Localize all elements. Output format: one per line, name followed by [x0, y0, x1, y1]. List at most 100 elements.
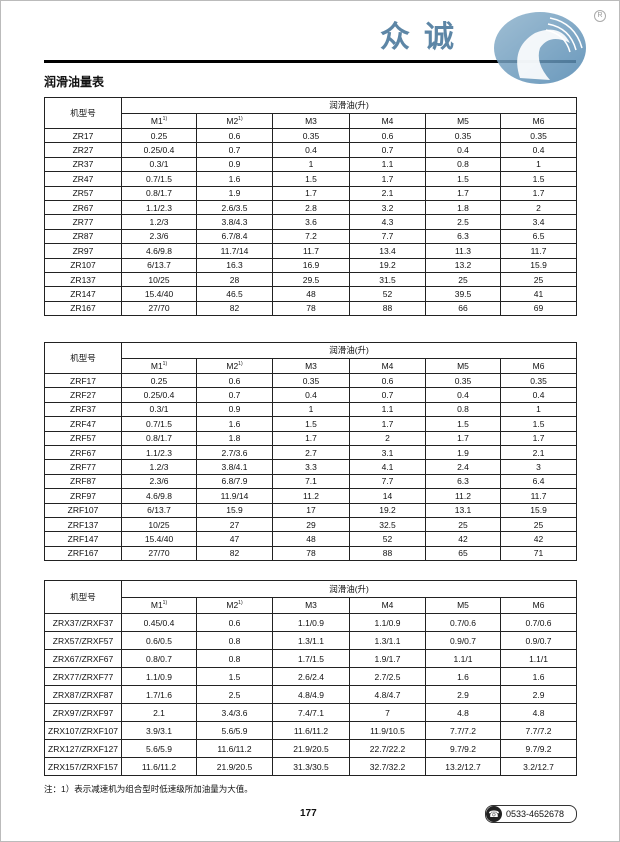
oil-volume-cell: 0.8/1.7 — [121, 430, 197, 446]
oil-volume-cell: 0.25 — [121, 372, 197, 389]
model-cell: ZRF67 — [44, 444, 122, 461]
model-cell: ZR107 — [44, 257, 122, 273]
oil-volume-cell: 82 — [196, 545, 273, 562]
oil-volume-cell: 1.1/0.9 — [121, 667, 197, 686]
oil-volume-cell: 3.1 — [349, 444, 426, 461]
table-row: ZRF57 0.8/1.7 1.8 1.7 2 1.7 1.7 — [44, 430, 578, 446]
position-label: M1 — [150, 115, 163, 126]
oil-volume-cell: 0.4 — [499, 142, 578, 158]
oil-volume-cell: 3 — [499, 459, 578, 475]
oil-volume-cell: 25 — [425, 516, 501, 533]
model-cell: ZR77 — [44, 214, 122, 230]
oil-volume-cell: 0.6 — [196, 127, 273, 144]
oil-volume-cell: 2.7/2.5 — [349, 667, 426, 686]
position-label: M5 — [457, 360, 469, 371]
table-row: ZR57 0.8/1.7 1.9 1.7 2.1 1.7 1.7 — [44, 185, 578, 201]
table-row: ZRF47 0.7/1.5 1.6 1.5 1.7 1.5 1.5 — [44, 416, 578, 432]
model-cell: ZRF77 — [44, 459, 122, 475]
table-row: ZRF17 0.25 0.6 0.35 0.6 0.35 0.35 — [44, 372, 578, 389]
oil-volume-cell: 1.6 — [425, 667, 501, 686]
oil-volume-cell: 47 — [196, 531, 273, 547]
oil-volume-cell: 48 — [272, 531, 350, 547]
oil-volume-cell: 1.9/1.7 — [349, 649, 426, 668]
oil-volume-cell: 7.7/7.2 — [499, 721, 578, 740]
model-cell: ZRF87 — [44, 473, 122, 490]
oil-volume-cell: 3.6 — [272, 214, 350, 230]
oil-volume-cell: 3.8/4.3 — [196, 214, 273, 230]
model-cell: ZR87 — [44, 228, 122, 245]
oil-volume-cell: 2.6/3.5 — [196, 199, 273, 216]
table-row: ZR167 27/70 82 78 88 66 69 — [44, 300, 578, 317]
oil-volume-cell: 16.3 — [196, 257, 273, 273]
oil-volume-cell: 0.35 — [499, 372, 578, 389]
position-header: M5 — [425, 112, 501, 129]
oil-volume-cell: 1.8 — [196, 430, 273, 446]
header-rule — [44, 60, 576, 63]
oil-volume-cell: 1.7 — [349, 416, 426, 432]
oil-volume-cell: 10/25 — [121, 516, 197, 533]
oil-volume-cell: 0.8 — [196, 649, 273, 668]
model-cell: ZRF167 — [44, 545, 122, 562]
oil-volume-cell: 78 — [272, 300, 350, 317]
model-cell: ZRF57 — [44, 430, 122, 446]
model-cell: ZRX157/ZRXF157 — [44, 757, 122, 776]
oil-volume-cell: 2.3/6 — [121, 228, 197, 245]
footnote-marker: 1) — [238, 600, 243, 607]
oil-volume-cell: 4.8 — [499, 703, 578, 722]
oil-volume-cell: 2 — [349, 430, 426, 446]
oil-volume-cell: 0.8 — [425, 401, 501, 418]
oil-volume-cell: 71 — [499, 545, 578, 562]
position-header: M21) — [196, 357, 273, 374]
oil-volume-cell: 1 — [272, 401, 350, 418]
footnote-marker: 1) — [238, 115, 243, 122]
oil-volume-cell: 15.4/40 — [121, 531, 197, 547]
oil-volume-cell: 27/70 — [121, 545, 197, 562]
oil-volume-cell: 2.9 — [425, 685, 501, 704]
oil-volume-cell: 1.1/1 — [425, 649, 501, 668]
column-group-header: 润滑油(升) — [120, 97, 578, 114]
oil-volume-cell: 88 — [349, 300, 426, 317]
table-row: ZR77 1.2/3 3.8/4.3 3.6 4.3 2.5 3.4 — [44, 214, 578, 230]
oil-volume-cell: 1.5 — [196, 667, 273, 686]
oil-volume-cell: 1.2/3 — [121, 214, 197, 230]
oil-volume-cell: 1.1 — [349, 156, 426, 173]
oil-volume-cell: 1 — [272, 156, 350, 173]
oil-volume-cell: 28 — [196, 271, 273, 288]
position-header: M6 — [499, 112, 578, 129]
table-row: ZRF37 0.3/1 0.9 1 1.1 0.8 1 — [44, 401, 578, 418]
model-cell: ZRF47 — [44, 416, 122, 432]
oil-volume-cell: 1.9 — [425, 444, 501, 461]
oil-volume-cell: 5.6/5.9 — [121, 739, 197, 758]
oil-volume-cell: 66 — [425, 300, 501, 317]
oil-volume-cell: 27/70 — [121, 300, 197, 317]
oil-volume-cell: 0.35 — [272, 127, 350, 144]
table-row: ZR67 1.1/2.3 2.6/3.5 2.8 3.2 1.8 2 — [44, 199, 578, 216]
oil-volume-cell: 16.9 — [272, 257, 350, 273]
oil-volume-cell: 6.8/7.9 — [196, 473, 273, 490]
oil-volume-cell: 5.6/5.9 — [196, 721, 273, 740]
oil-volume-cell: 3.2/12.7 — [499, 757, 578, 776]
column-group-header: 润滑油(升) — [120, 580, 578, 598]
oil-volume-cell: 15.9 — [196, 502, 273, 518]
oil-volume-cell: 1 — [499, 401, 578, 418]
oil-volume-cell: 3.3 — [272, 459, 350, 475]
phone-number: 0533-4652678 — [506, 809, 565, 819]
position-label: M6 — [532, 600, 545, 611]
oil-volume-cell: 2.5 — [196, 685, 273, 704]
table-row: ZRF167 27/70 82 78 88 65 71 — [44, 545, 578, 562]
oil-volume-cell: 25 — [499, 271, 578, 288]
oil-volume-cell: 0.7/1.5 — [121, 171, 197, 187]
model-cell: ZRX87/ZRXF87 — [44, 685, 122, 704]
model-cell: ZR147 — [44, 286, 122, 302]
position-label: M6 — [532, 360, 545, 371]
model-cell: ZRX57/ZRXF57 — [44, 631, 122, 650]
oil-volume-cell: 4.1 — [349, 459, 426, 475]
oil-volume-cell: 0.6 — [349, 127, 426, 144]
oil-volume-cell: 2.4 — [425, 459, 501, 475]
oil-volume-cell: 11.7 — [272, 243, 350, 259]
table-row: ZR107 6/13.7 16.3 16.9 19.2 13.2 15.9 — [44, 257, 578, 273]
oil-volume-cell: 11.9/10.5 — [349, 721, 426, 740]
oil-volume-cell: 2.8 — [272, 199, 350, 216]
oil-volume-cell: 3.2 — [349, 199, 426, 216]
model-cell: ZR137 — [44, 271, 122, 288]
